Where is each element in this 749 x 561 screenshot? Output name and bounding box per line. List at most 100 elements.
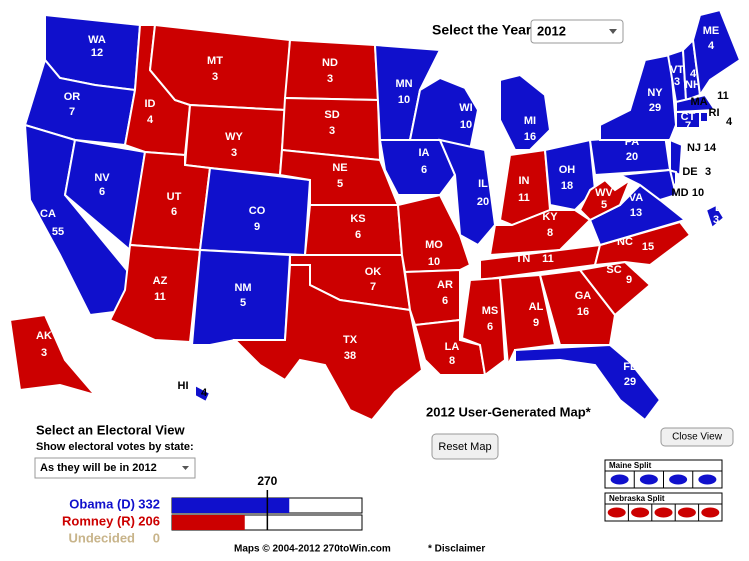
split-vote[interactable] bbox=[654, 507, 673, 518]
state-abbr: ID bbox=[145, 98, 156, 110]
state-abbr: CT bbox=[681, 111, 696, 123]
state[interactable] bbox=[669, 138, 684, 177]
party-votes: 0 bbox=[153, 530, 160, 545]
state-abbr: WA bbox=[88, 34, 106, 46]
state-abbr: NH bbox=[685, 79, 701, 91]
split-vote[interactable] bbox=[607, 507, 626, 518]
state-votes: 38 bbox=[344, 350, 356, 362]
state[interactable] bbox=[675, 93, 717, 114]
state-votes: 6 bbox=[355, 229, 361, 241]
state[interactable] bbox=[699, 111, 709, 123]
state-abbr: LA bbox=[445, 341, 460, 353]
state-votes: 6 bbox=[99, 186, 105, 198]
state-votes: 3 bbox=[329, 125, 335, 137]
state-votes: 3 bbox=[41, 347, 47, 359]
state-votes: 5 bbox=[337, 178, 343, 190]
party-votes: 206 bbox=[138, 513, 160, 528]
state-votes: 29 bbox=[624, 376, 636, 388]
state-abbr: MD bbox=[671, 187, 688, 199]
state-votes: 11 bbox=[518, 192, 530, 204]
state-votes: 4 bbox=[708, 40, 715, 52]
state[interactable] bbox=[616, 168, 678, 202]
state[interactable] bbox=[599, 53, 678, 141]
state-votes: 6 bbox=[442, 295, 448, 307]
state-votes: 8 bbox=[547, 227, 553, 239]
state[interactable] bbox=[438, 138, 497, 247]
state[interactable] bbox=[396, 193, 472, 274]
split-vote[interactable] bbox=[701, 507, 720, 518]
state[interactable] bbox=[675, 111, 701, 129]
state-votes: 9 bbox=[254, 221, 260, 233]
state-abbr: MS bbox=[482, 305, 499, 317]
split-vote[interactable] bbox=[677, 507, 696, 518]
state[interactable] bbox=[283, 38, 380, 102]
state-abbr: IL bbox=[478, 178, 488, 190]
state[interactable] bbox=[704, 203, 726, 230]
state-votes: 7 bbox=[685, 120, 691, 132]
year-value[interactable]: 2012 bbox=[537, 23, 566, 38]
state-votes: 16 bbox=[577, 306, 589, 318]
view-select[interactable] bbox=[34, 457, 196, 479]
state-abbr: OR bbox=[64, 91, 81, 103]
party-name: Undecided bbox=[69, 530, 136, 545]
credit: Maps © 2004-2012 270toWin.com bbox=[234, 544, 391, 555]
state[interactable] bbox=[232, 264, 424, 422]
state-abbr: NJ bbox=[687, 142, 701, 154]
state-abbr: VT bbox=[670, 64, 684, 76]
state-abbr: IN bbox=[519, 175, 530, 187]
state[interactable] bbox=[8, 313, 98, 397]
state[interactable] bbox=[498, 273, 557, 369]
state-votes: 3 bbox=[713, 214, 719, 226]
state-abbr: VA bbox=[629, 192, 644, 204]
state[interactable] bbox=[488, 209, 592, 257]
state-votes: 9 bbox=[626, 274, 632, 286]
split-vote[interactable] bbox=[610, 474, 629, 485]
view-title: Select an Electoral View bbox=[36, 422, 185, 437]
state-abbr: SD bbox=[324, 109, 339, 121]
state-votes: 3 bbox=[327, 73, 333, 85]
reset-label[interactable]: Reset Map bbox=[438, 441, 491, 453]
state[interactable] bbox=[578, 260, 652, 317]
state-votes: 15 bbox=[642, 241, 654, 253]
split-vote[interactable] bbox=[639, 474, 658, 485]
state-abbr: NY bbox=[647, 87, 663, 99]
year-label: Select the Year bbox=[432, 22, 532, 38]
party-name: Obama (D) bbox=[69, 496, 135, 511]
state[interactable] bbox=[194, 383, 212, 404]
reset-button[interactable] bbox=[431, 433, 499, 460]
disclaimer[interactable]: * Disclaimer bbox=[428, 544, 485, 555]
state-votes: 29 bbox=[649, 102, 661, 114]
state-votes: 3 bbox=[212, 71, 218, 83]
state-votes: 3 bbox=[705, 166, 711, 178]
state-votes: 6 bbox=[487, 321, 493, 333]
state-abbr: NM bbox=[234, 282, 251, 294]
year-select[interactable] bbox=[530, 19, 624, 44]
state[interactable] bbox=[578, 177, 633, 222]
state-votes: 20 bbox=[626, 151, 638, 163]
split-label: Maine Split bbox=[609, 461, 652, 470]
split-vote[interactable] bbox=[698, 474, 717, 485]
state[interactable] bbox=[499, 73, 552, 151]
state-votes: 11 bbox=[542, 253, 554, 265]
state-abbr: WY bbox=[225, 131, 243, 143]
state-votes: 3 bbox=[674, 76, 680, 88]
state-votes: 20 bbox=[477, 196, 489, 208]
state-abbr: AZ bbox=[153, 275, 168, 287]
state[interactable] bbox=[691, 8, 742, 98]
state-abbr: NV bbox=[94, 172, 110, 184]
view-subtitle: Show electoral votes by state: bbox=[36, 441, 194, 453]
state-abbr: WV bbox=[595, 187, 613, 199]
state[interactable] bbox=[514, 343, 662, 422]
split-vote[interactable] bbox=[631, 507, 650, 518]
close-button[interactable] bbox=[660, 427, 734, 447]
state[interactable] bbox=[408, 76, 480, 152]
state-abbr: MA bbox=[690, 96, 707, 108]
state-abbr: IA bbox=[419, 147, 430, 159]
split-vote[interactable] bbox=[669, 474, 688, 485]
close-label[interactable]: Close View bbox=[672, 432, 723, 443]
state-abbr: AR bbox=[437, 279, 453, 291]
state[interactable] bbox=[538, 268, 617, 346]
view-value[interactable]: As they will be in 2012 bbox=[40, 462, 157, 474]
map: WA12OR7CA55NV6ID4MT3WY3UT6AZ11CO9NM5ND3S… bbox=[8, 8, 742, 422]
